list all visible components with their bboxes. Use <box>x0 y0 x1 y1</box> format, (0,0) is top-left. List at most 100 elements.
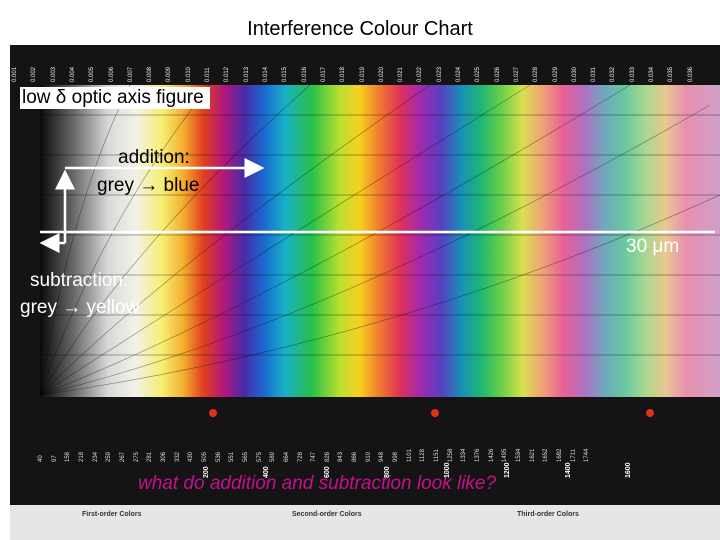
retardation-label: 1101 <box>406 449 413 462</box>
birefringence-label: 0.028 <box>533 66 540 82</box>
retardation-major-label: 400 <box>263 466 271 478</box>
retardation-label: 281 <box>147 451 154 462</box>
order-label: Second-order Colors <box>292 511 362 518</box>
order-markers <box>209 409 654 417</box>
birefringence-label: 0.027 <box>513 66 520 82</box>
slide-title: Interference Colour Chart <box>247 18 473 40</box>
birefringence-label: 0.034 <box>649 66 656 82</box>
retardation-label: 1495 <box>502 448 509 462</box>
birefringence-label: 0.029 <box>552 66 559 82</box>
retardation-label: 1682 <box>557 448 564 462</box>
birefringence-label: 0.023 <box>436 66 443 82</box>
retardation-major-label: 600 <box>323 466 331 478</box>
retardation-label: 97 <box>51 455 58 462</box>
annotation: subtraction: <box>30 270 129 291</box>
annotation: grey → yellow <box>20 297 140 318</box>
retardation-label: 843 <box>338 451 345 462</box>
retardation-major-label: 1200 <box>504 462 512 478</box>
retardation-major-label: 1000 <box>444 462 452 478</box>
birefringence-label: 0.021 <box>398 66 405 82</box>
retardation-label: 948 <box>379 451 386 462</box>
retardation-label: 589 <box>270 451 277 462</box>
birefringence-label: 0.010 <box>185 66 192 82</box>
birefringence-label: 0.022 <box>417 66 424 82</box>
order-label: First-order Colors <box>82 511 142 518</box>
retardation-label: 40 <box>38 455 44 462</box>
retardation-label: 1711 <box>570 449 577 462</box>
birefringence-label: 0.002 <box>31 66 38 82</box>
thickness-lines <box>40 114 720 356</box>
retardation-label: 998 <box>393 451 400 462</box>
birefringence-label: 0.012 <box>224 66 231 82</box>
retardation-label: 306 <box>160 451 167 462</box>
birefringence-label: 0.035 <box>668 66 675 82</box>
birefringence-label: 0.009 <box>166 66 173 82</box>
birefringence-label: 0.001 <box>12 66 18 82</box>
retardation-label: 910 <box>365 451 372 462</box>
annotation: addition: <box>118 147 190 168</box>
birefringence-label: 0.014 <box>262 66 269 82</box>
retardation-major-label: 1400 <box>564 462 572 478</box>
chart-lines <box>39 84 720 417</box>
annotation: 30 μm <box>626 236 680 257</box>
birefringence-label: 0.015 <box>282 66 289 82</box>
birefringence-label: 0.019 <box>359 66 366 82</box>
retardation-label: 747 <box>311 451 318 462</box>
birefringence-label: 0.031 <box>591 66 598 82</box>
retardation-label: 1334 <box>461 448 468 462</box>
retardation-label: 430 <box>188 451 195 462</box>
birefringence-label: 0.018 <box>340 66 347 82</box>
colour-spectrum <box>40 85 720 397</box>
retardation-label: 259 <box>106 451 113 462</box>
retardation-label: 218 <box>78 451 85 462</box>
birefringence-label: 0.003 <box>50 66 57 82</box>
retardation-major-label: 800 <box>383 466 391 478</box>
retardation-label: 332 <box>174 451 181 462</box>
retardation-label: 505 <box>201 451 208 462</box>
birefringence-label: 0.013 <box>243 66 250 82</box>
retardation-label: 565 <box>242 451 249 462</box>
birefringence-label: 0.020 <box>378 66 385 82</box>
retardation-label: 728 <box>297 451 304 462</box>
birefringence-label: 0.006 <box>108 66 115 82</box>
retardation-label: 1128 <box>420 449 427 462</box>
birefringence-label: 0.011 <box>205 67 212 82</box>
retardation-label: 1621 <box>529 448 536 462</box>
birefringence-label: 0.017 <box>320 66 327 82</box>
order-label: Third-order Colors <box>517 511 579 518</box>
birefringence-label: 0.036 <box>687 66 694 82</box>
chart-image <box>10 45 720 525</box>
birefringence-label: 0.033 <box>629 66 636 82</box>
birefringence-label: 0.016 <box>301 66 308 82</box>
retardation-label: 275 <box>133 451 140 462</box>
birefringence-label: 0.025 <box>475 66 482 82</box>
birefringence-label: 0.005 <box>89 66 96 82</box>
question: what do addition and subtraction look li… <box>138 473 497 494</box>
retardation-label: 1151 <box>434 449 441 462</box>
retardation-label: 267 <box>119 451 126 462</box>
annotation: low δ optic axis figure <box>20 87 210 109</box>
birefringence-label: 0.026 <box>494 66 501 82</box>
retardation-label: 826 <box>324 451 331 462</box>
birefringence-label: 0.004 <box>69 66 76 82</box>
retardation-label: 1258 <box>447 448 454 462</box>
retardation-label: 664 <box>283 451 290 462</box>
retardation-label: 158 <box>65 451 72 462</box>
retardation-label: 866 <box>352 451 359 462</box>
birefringence-label: 0.024 <box>456 66 463 82</box>
annotation: grey → blue <box>97 175 200 196</box>
retardation-label: 1376 <box>475 448 482 462</box>
birefringence-label: 0.030 <box>571 66 578 82</box>
retardation-label: 234 <box>92 451 99 462</box>
retardation-major-label: 200 <box>203 466 210 478</box>
retardation-label: 1744 <box>584 448 591 462</box>
retardation-label: 551 <box>229 451 236 462</box>
birefringence-label: 0.007 <box>127 66 134 82</box>
retardation-label: 536 <box>215 451 222 462</box>
birefringence-lines <box>39 84 720 396</box>
retardation-label: 575 <box>256 451 263 462</box>
retardation-label: 1426 <box>488 448 495 462</box>
retardation-label: 1652 <box>543 448 550 462</box>
